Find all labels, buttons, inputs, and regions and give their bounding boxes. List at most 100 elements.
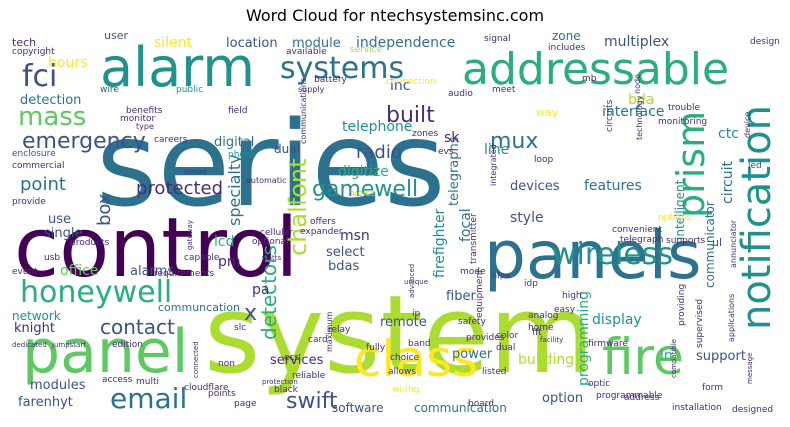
cloud-word: digital xyxy=(214,135,254,150)
cloud-word: color xyxy=(496,331,518,341)
cloud-word: fiber xyxy=(446,289,476,304)
cloud-word: power xyxy=(452,347,493,362)
cloud-word: service xyxy=(350,45,383,55)
cloud-word: nfpa xyxy=(492,271,510,280)
cloud-word: usb xyxy=(44,253,60,263)
cloud-word: mode xyxy=(460,267,486,277)
cloud-word: radio xyxy=(356,142,402,163)
cloud-word: audio xyxy=(448,89,473,99)
cloud-word: line xyxy=(484,142,509,158)
cloud-word: communication xyxy=(414,401,507,415)
cloud-word: unique xyxy=(404,278,428,286)
cloud-word: devices xyxy=(510,179,560,194)
cloud-word: systems xyxy=(280,51,404,86)
cloud-word: built xyxy=(386,103,435,128)
cloud-word: design xyxy=(750,37,780,47)
cloud-word: class xyxy=(354,330,478,388)
cloud-word: access xyxy=(102,375,133,385)
cloud-word: alarm xyxy=(100,36,255,99)
cloud-word: idp xyxy=(524,279,538,289)
cloud-word: support xyxy=(696,349,746,364)
cloud-word: node xyxy=(633,74,642,94)
cloud-word: installation xyxy=(672,403,722,413)
cloud-word: system xyxy=(204,273,594,398)
cloud-word: connection xyxy=(386,77,436,87)
cloud-word: programming xyxy=(576,291,592,386)
cloud-word: emergency xyxy=(22,129,146,154)
cloud-word: intelligent xyxy=(673,179,687,240)
cloud-word: optional xyxy=(252,237,288,247)
cloud-word: honeywell xyxy=(20,275,172,310)
cloud-word: detection xyxy=(20,93,81,108)
cloud-word: style xyxy=(510,210,544,226)
cloud-word: contact xyxy=(100,315,175,339)
cloud-word: display xyxy=(592,312,642,328)
cloud-word: phone xyxy=(228,150,257,160)
cloud-word: building xyxy=(518,352,574,368)
cloud-word: relay xyxy=(328,325,351,335)
cloud-word: x xyxy=(244,301,257,326)
cloud-word: firmware xyxy=(588,339,628,349)
cloud-word: pa xyxy=(252,282,269,298)
cloud-word: ctc xyxy=(718,126,739,142)
cloud-word: maximum xyxy=(325,311,334,352)
cloud-word: edition xyxy=(112,340,143,350)
cloud-word: mb xyxy=(582,74,597,84)
word-cloud: series control system panels alarm addressabl… xyxy=(8,30,782,420)
cloud-word: circuit xyxy=(720,161,736,204)
cloud-word: communications xyxy=(299,78,308,144)
cloud-word: dedicated xyxy=(12,341,47,349)
cloud-word: dual xyxy=(496,343,515,353)
cloud-word: home xyxy=(528,323,554,333)
cloud-word: ul xyxy=(712,236,722,249)
cloud-word: mass xyxy=(18,102,86,132)
cloud-word: compatible xyxy=(670,339,678,378)
cloud-word: dual xyxy=(274,142,300,156)
cloud-word: detectors xyxy=(257,245,281,340)
cloud-word: monitoring xyxy=(658,117,707,127)
cloud-word: evs xyxy=(438,147,454,157)
cloud-word: integrated xyxy=(489,144,498,186)
cloud-word: fci xyxy=(22,59,57,94)
cloud-word: remote xyxy=(380,315,427,330)
cloud-word: swift xyxy=(286,389,338,414)
cloud-word: chalfont xyxy=(284,158,312,256)
cloud-word: allows xyxy=(388,367,416,377)
cloud-word: battery xyxy=(314,75,348,85)
cloud-word: automatic xyxy=(246,176,286,185)
cloud-word: address xyxy=(624,393,660,403)
cloud-word: applications xyxy=(727,294,736,342)
cloud-word: cloudflare xyxy=(184,383,229,393)
cloud-word: interface xyxy=(602,104,664,120)
cloud-word: use xyxy=(48,212,71,227)
chart-title: Word Cloud for ntechsystemsinc.com xyxy=(245,6,545,25)
cloud-word: wiring xyxy=(392,385,419,395)
cloud-word: control xyxy=(14,201,298,296)
cloud-word: digitize xyxy=(338,164,389,180)
cloud-word: ecs xyxy=(284,353,299,363)
cloud-word: alarms xyxy=(130,264,174,279)
cloud-word: zone xyxy=(552,30,581,43)
cloud-word: available xyxy=(286,47,327,57)
cloud-word: commercial xyxy=(12,161,65,171)
cloud-word: advanced xyxy=(408,264,416,298)
cloud-word: firefighter xyxy=(432,208,448,278)
cloud-word: panels xyxy=(484,217,702,294)
cloud-word: options xyxy=(658,213,691,223)
cloud-word: prism xyxy=(669,111,713,218)
cloud-word: protection xyxy=(262,378,298,386)
cloud-word: multi xyxy=(136,377,159,387)
cloud-word: provide xyxy=(12,197,46,207)
cloud-word: sk xyxy=(444,130,460,146)
cloud-word: inc xyxy=(390,78,410,94)
cloud-word: point xyxy=(20,174,66,195)
cloud-word: gamewell xyxy=(312,177,418,202)
cloud-word: device xyxy=(743,112,752,138)
cloud-word: notification xyxy=(734,105,780,330)
cloud-word: supervised xyxy=(695,299,705,348)
cloud-word: silent xyxy=(154,35,193,51)
cloud-word: offers xyxy=(310,217,336,227)
cloud-word: equipment xyxy=(475,269,485,318)
cloud-word: non xyxy=(218,359,235,369)
cloud-word: cellular xyxy=(260,228,293,238)
